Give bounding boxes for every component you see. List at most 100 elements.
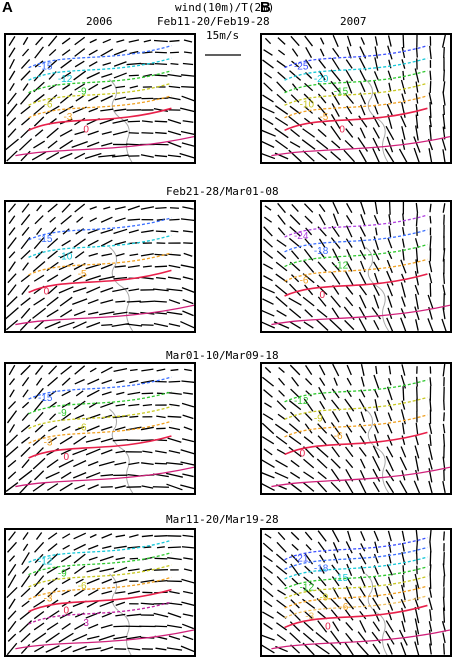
wind-arrow	[360, 364, 365, 376]
wind-arrow	[333, 553, 339, 564]
wind-arrow	[291, 83, 299, 91]
isotherm-contour	[28, 269, 172, 294]
wind-arrow	[276, 634, 287, 642]
wind-arrow	[32, 457, 46, 470]
wind-arrow	[74, 622, 86, 630]
wind-arrow	[360, 214, 366, 226]
wind-arrow	[345, 459, 354, 469]
wind-arrow	[180, 264, 194, 269]
wind-arrow	[87, 460, 99, 467]
wind-arrow	[263, 238, 273, 248]
wind-arrow	[140, 602, 155, 605]
wind-arrow	[61, 37, 71, 45]
wind-arrow	[167, 118, 182, 125]
wind-field-map: -21-18-15-12-9-6-30	[262, 530, 450, 655]
wind-arrow	[345, 59, 353, 69]
wind-arrow	[305, 59, 313, 69]
wind-arrow	[289, 70, 302, 81]
wind-arrow	[100, 239, 113, 247]
wind-arrow	[87, 239, 99, 247]
wind-arrow	[374, 36, 378, 46]
wind-arrow	[180, 449, 194, 455]
wind-arrow	[428, 480, 433, 493]
wind-arrow	[45, 105, 60, 115]
isotherm-contour	[28, 435, 172, 459]
wind-arrow	[7, 541, 17, 553]
wind-arrow	[276, 622, 288, 631]
wind-arrow	[126, 62, 142, 66]
wind-arrow	[314, 643, 330, 655]
wind-arrow	[443, 552, 445, 566]
wind-arrow	[18, 469, 33, 481]
wind-arrow	[98, 154, 116, 158]
wind-arrow	[429, 102, 432, 118]
wind-arrow	[290, 563, 300, 577]
wind-arrow	[180, 461, 194, 466]
wind-arrow	[401, 400, 406, 410]
wind-arrow	[372, 468, 381, 482]
wind-arrow	[22, 543, 29, 551]
wind-arrow	[141, 485, 154, 489]
wind-arrow	[316, 308, 328, 318]
wind-arrow	[32, 261, 46, 272]
wind-arrow	[388, 59, 392, 69]
wind-arrow	[315, 446, 329, 458]
wind-arrow	[181, 142, 194, 147]
wind-arrow	[289, 105, 301, 115]
wind-arrow	[356, 642, 369, 655]
wind-arrow	[169, 403, 180, 407]
wind-arrow	[99, 311, 115, 316]
wind-arrow	[401, 238, 405, 248]
wind-arrow	[262, 286, 275, 294]
wind-arrow	[360, 530, 366, 542]
wind-arrow	[317, 620, 328, 633]
wind-arrow	[442, 91, 446, 106]
wind-arrow	[429, 125, 432, 141]
wind-arrow	[330, 422, 341, 435]
wind-arrow	[102, 38, 111, 44]
wind-arrow	[317, 104, 328, 116]
wind-arrow	[414, 293, 419, 310]
wind-arrow	[331, 307, 340, 320]
wind-arrow	[59, 482, 73, 492]
wind-arrow	[114, 265, 126, 268]
wind-arrow	[358, 479, 367, 493]
wind-arrow	[318, 203, 326, 213]
wind-arrow	[98, 634, 115, 641]
wind-arrow	[443, 46, 445, 59]
panel-letter-b: B	[260, 0, 271, 16]
wind-arrow	[317, 93, 327, 104]
wind-arrow	[332, 47, 340, 58]
wind-arrow	[264, 205, 272, 211]
wind-arrow	[441, 620, 447, 632]
wind-arrow	[153, 568, 169, 571]
wind-arrow	[416, 386, 418, 401]
wind-arrow	[262, 309, 275, 317]
wind-arrow	[181, 85, 194, 88]
front-line	[15, 466, 194, 488]
wind-arrow	[89, 533, 97, 539]
wind-arrow	[262, 117, 274, 126]
wind-arrow	[344, 140, 354, 149]
wind-arrow	[101, 131, 112, 135]
wind-arrow	[100, 95, 113, 102]
wind-arrow	[88, 83, 99, 91]
wind-arrow	[88, 556, 98, 561]
wind-arrow	[275, 139, 289, 150]
wind-arrow	[47, 577, 58, 585]
wind-arrow	[72, 471, 87, 479]
wind-arrow	[415, 103, 419, 117]
wind-arrow	[372, 127, 380, 139]
wind-arrow	[263, 622, 273, 630]
wind-arrow	[6, 410, 18, 424]
wind-arrow	[276, 239, 287, 247]
wind-arrow	[86, 321, 101, 329]
wind-arrow	[59, 611, 73, 619]
wind-arrow	[371, 631, 382, 644]
wind-arrow	[402, 35, 405, 48]
wind-arrow	[387, 45, 393, 60]
wind-arrow	[318, 238, 326, 248]
wind-arrow	[346, 377, 352, 386]
wind-arrow	[168, 380, 181, 383]
wind-arrow	[101, 323, 113, 327]
